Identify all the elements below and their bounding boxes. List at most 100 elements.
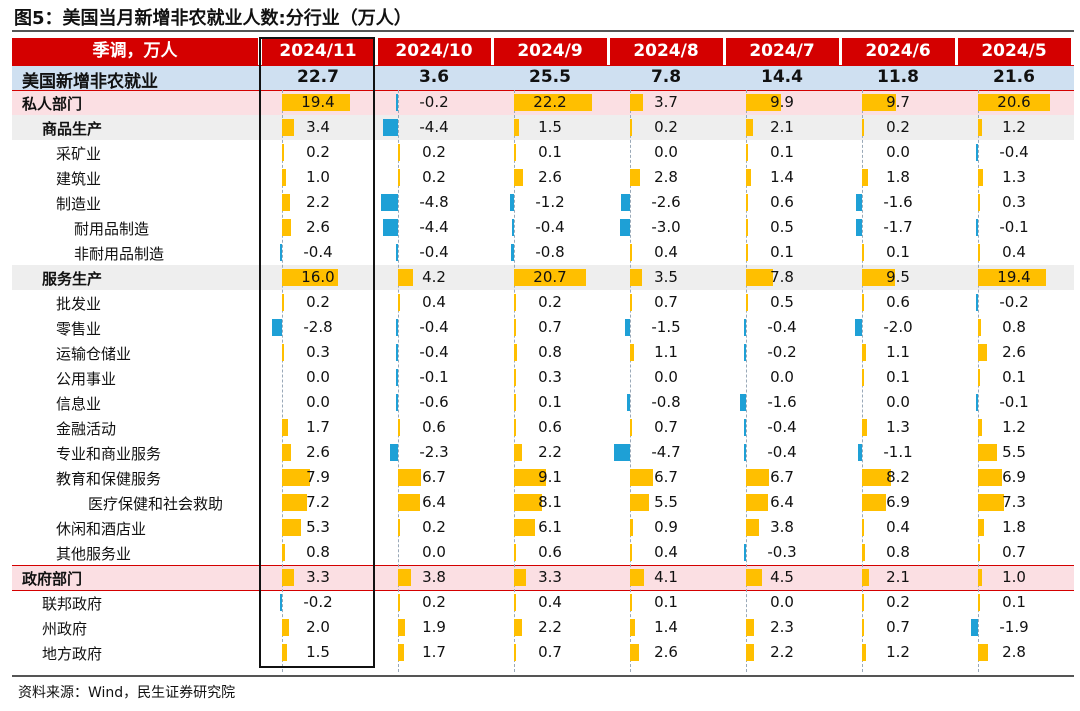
positive-bar bbox=[630, 619, 635, 636]
data-label: 1.4 bbox=[770, 168, 794, 186]
negative-bar bbox=[976, 144, 978, 161]
data-label: 1.5 bbox=[538, 118, 562, 136]
data-label: 7.9 bbox=[306, 468, 330, 486]
negative-bar bbox=[382, 119, 398, 136]
total-row-band bbox=[12, 65, 1074, 90]
positive-bar bbox=[514, 119, 520, 136]
row-label: 其他服务业 bbox=[56, 545, 132, 563]
positive-bar bbox=[862, 269, 896, 286]
data-label: 6.7 bbox=[422, 468, 446, 486]
row-separator bbox=[12, 565, 1074, 566]
positive-bar bbox=[514, 644, 517, 661]
data-label: 1.1 bbox=[886, 343, 910, 361]
positive-bar bbox=[978, 119, 983, 136]
data-label: 8.1 bbox=[538, 493, 562, 511]
row-label: 美国新增非农就业 bbox=[22, 72, 158, 92]
negative-bar bbox=[971, 619, 978, 636]
data-label: -1.6 bbox=[883, 193, 913, 211]
header-month-label: 2024/10 bbox=[395, 41, 473, 61]
data-label: 0.3 bbox=[306, 343, 330, 361]
data-label: 0.0 bbox=[306, 368, 330, 386]
positive-bar bbox=[514, 619, 522, 636]
data-label: 1.8 bbox=[1002, 518, 1026, 536]
data-label: 0.2 bbox=[886, 118, 910, 136]
data-label: -2.0 bbox=[883, 318, 913, 336]
data-label: 0.2 bbox=[422, 593, 446, 611]
positive-bar bbox=[514, 394, 516, 411]
data-label: 2.6 bbox=[654, 643, 678, 661]
positive-bar bbox=[630, 544, 632, 561]
negative-bar bbox=[856, 194, 862, 211]
positive-bar bbox=[282, 219, 292, 236]
positive-bar bbox=[746, 119, 754, 136]
data-label: 0.8 bbox=[538, 343, 562, 361]
data-label: 5.5 bbox=[1002, 443, 1026, 461]
data-label: 0.1 bbox=[1002, 593, 1026, 611]
data-label: 0.9 bbox=[654, 518, 678, 536]
negative-bar bbox=[619, 219, 630, 236]
data-label: 20.7 bbox=[533, 268, 567, 286]
negative-bar bbox=[381, 194, 398, 211]
header-month-label: 2024/11 bbox=[279, 41, 357, 61]
positive-bar bbox=[862, 344, 866, 361]
data-label: 1.2 bbox=[1002, 118, 1026, 136]
data-label: 22.7 bbox=[297, 67, 339, 87]
data-label: 9.7 bbox=[886, 93, 910, 111]
bottom-rule bbox=[12, 675, 1074, 677]
zero-axis bbox=[398, 90, 399, 672]
negative-bar bbox=[627, 394, 630, 411]
data-label: 0.6 bbox=[538, 418, 562, 436]
negative-bar bbox=[740, 394, 746, 411]
data-label: 0.6 bbox=[886, 293, 910, 311]
data-label: 2.6 bbox=[538, 168, 562, 186]
positive-bar bbox=[978, 344, 988, 361]
data-label: 3.5 bbox=[654, 268, 678, 286]
positive-bar bbox=[862, 594, 864, 611]
data-label: 0.0 bbox=[886, 393, 910, 411]
data-label: 0.2 bbox=[654, 118, 678, 136]
data-label: 2.8 bbox=[654, 168, 678, 186]
data-label: -1.2 bbox=[535, 193, 565, 211]
data-label: 0.2 bbox=[306, 143, 330, 161]
row-label: 地方政府 bbox=[42, 645, 103, 663]
row-label: 政府部门 bbox=[22, 570, 83, 588]
header-month-label: 2024/8 bbox=[633, 41, 699, 61]
data-label: -1.1 bbox=[883, 443, 913, 461]
positive-bar bbox=[282, 94, 350, 111]
header-month-cell bbox=[494, 38, 607, 65]
data-label: 19.4 bbox=[301, 93, 335, 111]
negative-bar bbox=[396, 344, 398, 361]
positive-bar bbox=[398, 419, 401, 436]
data-label: 0.2 bbox=[422, 518, 446, 536]
data-label: 0.1 bbox=[886, 243, 910, 261]
positive-bar bbox=[282, 144, 284, 161]
positive-bar bbox=[514, 544, 517, 561]
positive-bar bbox=[398, 519, 400, 536]
data-label: 7.3 bbox=[1002, 493, 1026, 511]
positive-bar bbox=[282, 119, 294, 136]
data-label: 1.0 bbox=[1002, 568, 1026, 586]
data-label: 0.1 bbox=[538, 143, 562, 161]
data-label: 0.1 bbox=[538, 393, 562, 411]
row-separator bbox=[12, 65, 1074, 66]
data-label: -0.2 bbox=[999, 293, 1029, 311]
positive-bar bbox=[282, 444, 292, 461]
positive-bar bbox=[398, 269, 413, 286]
positive-bar bbox=[862, 644, 867, 661]
source-note: 资料来源：Wind，民生证券研究院 bbox=[18, 685, 236, 701]
positive-bar bbox=[630, 294, 633, 311]
positive-bar bbox=[630, 344, 634, 361]
data-label: 4.2 bbox=[422, 268, 446, 286]
data-label: 1.2 bbox=[1002, 418, 1026, 436]
negative-bar bbox=[620, 194, 630, 211]
negative-bar bbox=[512, 219, 514, 236]
positive-bar bbox=[978, 269, 1046, 286]
data-label: 7.8 bbox=[650, 67, 682, 87]
negative-bar bbox=[744, 419, 746, 436]
data-label: 2.1 bbox=[770, 118, 794, 136]
positive-bar bbox=[514, 94, 592, 111]
negative-bar bbox=[389, 444, 398, 461]
row-label: 专业和商业服务 bbox=[56, 445, 162, 463]
row-label: 州政府 bbox=[42, 620, 88, 638]
